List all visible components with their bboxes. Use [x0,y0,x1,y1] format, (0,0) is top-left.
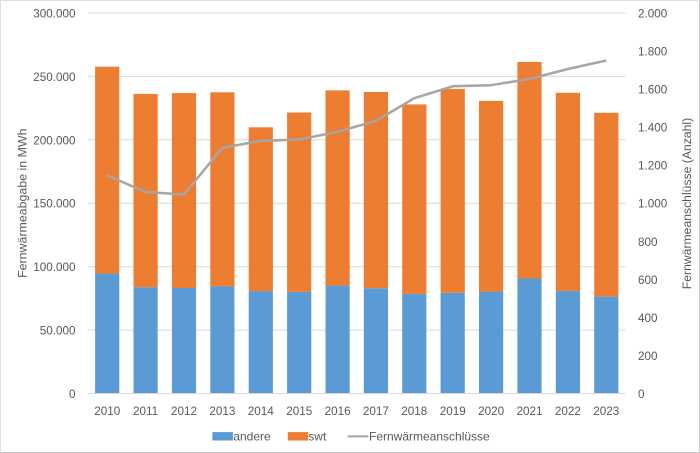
svg-text:2011: 2011 [133,405,158,418]
svg-text:0: 0 [638,388,645,401]
svg-text:2014: 2014 [248,405,275,418]
svg-text:2013: 2013 [209,405,235,418]
svg-text:1.200: 1.200 [638,160,668,173]
svg-text:andere: andere [233,430,271,444]
svg-text:2023: 2023 [593,405,619,418]
svg-text:Fernwärmeabgabe in MWh: Fernwärmeabgabe in MWh [15,128,29,278]
svg-text:2018: 2018 [401,405,427,418]
svg-text:1.600: 1.600 [638,84,668,97]
svg-text:2021: 2021 [516,405,542,418]
svg-text:100.000: 100.000 [33,261,76,274]
svg-text:Fernwärmeanschlüsse (Anzahl): Fernwärmeanschlüsse (Anzahl) [680,118,694,289]
svg-text:600: 600 [638,274,658,287]
svg-text:150.000: 150.000 [33,198,76,211]
svg-text:1.000: 1.000 [638,198,668,211]
svg-text:1.400: 1.400 [638,122,668,135]
svg-text:2022: 2022 [555,405,581,418]
svg-text:200: 200 [638,350,658,363]
svg-text:2017: 2017 [363,405,389,418]
svg-text:300.000: 300.000 [33,8,76,21]
svg-text:2.000: 2.000 [638,8,668,21]
svg-text:2016: 2016 [325,405,351,418]
svg-text:800: 800 [638,236,658,249]
svg-text:Fernwärmeanschlüsse: Fernwärmeanschlüsse [369,430,490,444]
svg-text:2010: 2010 [94,405,121,418]
svg-text:250.000: 250.000 [33,71,76,84]
svg-text:50.000: 50.000 [40,325,76,338]
svg-text:2015: 2015 [286,405,313,418]
svg-text:0: 0 [69,388,76,401]
svg-text:swt: swt [308,430,327,444]
svg-text:2012: 2012 [171,405,197,418]
svg-text:400: 400 [638,312,658,325]
svg-text:1.800: 1.800 [638,46,668,59]
svg-text:200.000: 200.000 [33,134,76,147]
svg-text:2020: 2020 [478,405,505,418]
svg-text:2019: 2019 [440,405,466,418]
